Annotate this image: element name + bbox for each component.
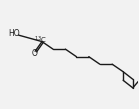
Text: HO: HO [9, 29, 20, 38]
Text: $^{13}$C: $^{13}$C [34, 34, 47, 46]
Text: O: O [31, 49, 37, 58]
